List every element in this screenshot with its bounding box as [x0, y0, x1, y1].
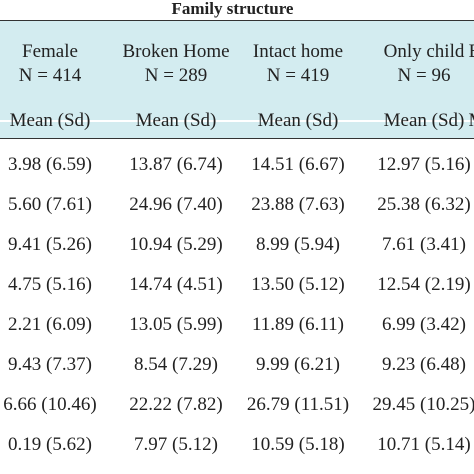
table-cell: 9.43 (7.37): [8, 354, 92, 375]
column-label: Broken Home: [122, 41, 230, 62]
column-label: Female: [22, 41, 78, 62]
table-cell: 9.99 (6.21): [256, 354, 340, 375]
table-row: 6.66 (10.46) 22.22 (7.82) 26.79 (11.51) …: [0, 385, 474, 425]
table-row: 9.43 (7.37) 8.54 (7.29) 9.99 (6.21) 9.23…: [0, 345, 474, 385]
table-row: 0.19 (5.62) 7.97 (5.12) 10.59 (5.18) 10.…: [0, 425, 474, 465]
table-cell: 10.59 (5.18): [251, 434, 345, 455]
column-n: N = 289: [144, 65, 208, 86]
table-cell: 5.60 (7.61): [8, 194, 92, 215]
column-header-only-child: Only child N = 96: [365, 40, 474, 88]
table-cell: 17: [446, 145, 474, 185]
table-cell: 13.05 (5.99): [129, 314, 223, 335]
table-cell: 200: [446, 185, 474, 225]
table-cell: 2: [446, 385, 474, 425]
column-n: N = 419: [266, 65, 330, 86]
title-rule: [0, 20, 474, 21]
table-cell: 8.54 (7.29): [134, 354, 218, 375]
stat-header: Mean (Sd): [135, 110, 217, 131]
table-row: 4.75 (5.16) 14.74 (4.51) 13.50 (5.12) 12…: [0, 265, 474, 305]
table-cell: 9.23 (6.48): [382, 354, 466, 375]
column-header-intact-home: Intact home N = 419: [239, 40, 357, 88]
table-cell: 14.74 (4.51): [129, 274, 223, 295]
header-band: [0, 21, 474, 138]
table-cell: 25.38 (6.32): [377, 194, 471, 215]
table-cell: 24.96 (7.40): [129, 194, 223, 215]
table-cell: 4.75 (5.16): [8, 274, 92, 295]
table-cell: 12.54 (2.19): [377, 274, 471, 295]
table-cell: 0.19 (5.62): [8, 434, 92, 455]
table-cell: 8: [446, 425, 474, 465]
table-cell: 9.41 (5.26): [8, 234, 92, 255]
table-cell: 14.51 (6.67): [251, 154, 345, 175]
table-cell: 26.79 (11.51): [246, 394, 350, 415]
table-title: Family structure: [171, 0, 294, 18]
stat-header: Mean (Sd): [257, 110, 339, 131]
column-header-broken-home: Broken Home N = 289: [117, 40, 235, 88]
column-n: N = 96: [397, 65, 451, 86]
column-label: Only child: [383, 41, 465, 62]
table-cell: 10.71 (5.14): [377, 434, 471, 455]
table-row: 9.41 (5.26) 10.94 (5.29) 8.99 (5.94) 7.6…: [0, 225, 474, 265]
table-cell: 2.21 (6.09): [8, 314, 92, 335]
table-cell: 6.66 (10.46): [3, 394, 97, 415]
header-divider: [0, 120, 474, 122]
table-row: 5.60 (7.61) 24.96 (7.40) 23.88 (7.63) 25…: [0, 185, 474, 225]
table-cell: 11.89 (6.11): [252, 314, 344, 335]
table-cell: 8: [446, 305, 474, 345]
stat-header: Mean (Sd): [383, 110, 465, 131]
column-label: Intact home: [252, 41, 344, 62]
table-cell: 29.45 (10.25): [372, 394, 474, 415]
table-row: 3.98 (6.59) 13.87 (6.74) 14.51 (6.67) 12…: [0, 145, 474, 185]
table-cell: 12.97 (5.16): [377, 154, 471, 175]
column-header-truncated: B: [416, 40, 474, 64]
header-bottom-rule: [0, 138, 474, 139]
table-cell: 3.98 (6.59): [8, 154, 92, 175]
table-cell: 7.97 (5.12): [134, 434, 218, 455]
column-label: B: [469, 41, 474, 62]
table-cell: 7.61 (3.41): [382, 234, 466, 255]
table-cell: 10.94 (5.29): [129, 234, 223, 255]
stat-header: Mean (Sd): [9, 110, 91, 131]
table-cell: 100: [446, 265, 474, 305]
column-header-female: Female N = 414: [0, 40, 109, 88]
stat-header: M: [418, 109, 474, 133]
table-cell: 23.88 (7.63): [251, 194, 345, 215]
table-cell: 13.87 (6.74): [129, 154, 223, 175]
table-cell: 8.99 (5.94): [256, 234, 340, 255]
table-cell: 6.99 (3.42): [382, 314, 466, 335]
column-n: N = 414: [18, 65, 82, 86]
table-cell: 8: [446, 225, 474, 265]
table-cell: 8: [446, 345, 474, 385]
table-cell: 22.22 (7.82): [129, 394, 223, 415]
table-cell: 13.50 (5.12): [251, 274, 345, 295]
table-row: 2.21 (6.09) 13.05 (5.99) 11.89 (6.11) 6.…: [0, 305, 474, 345]
